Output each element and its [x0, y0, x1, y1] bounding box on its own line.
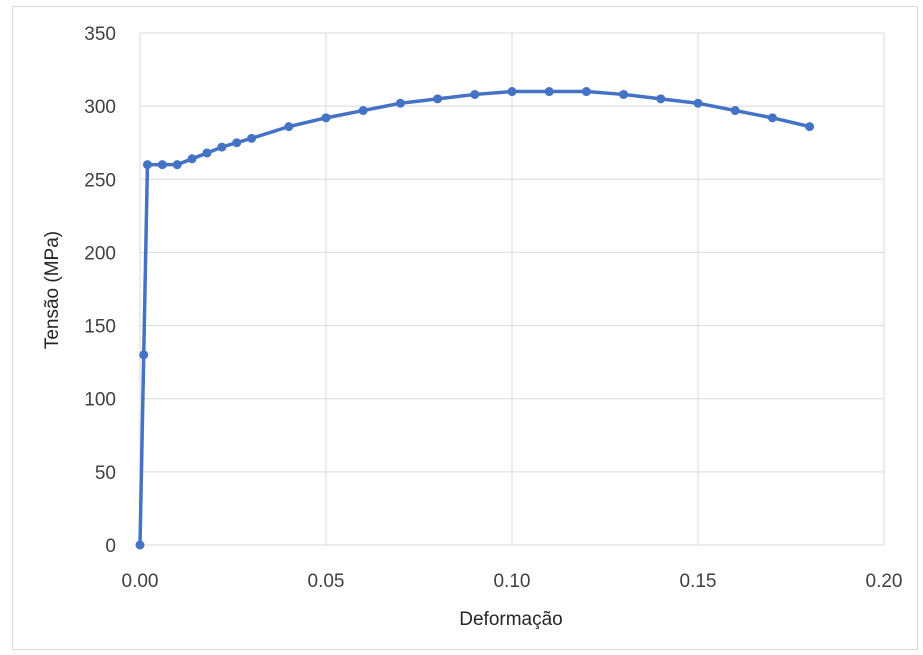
series-line	[138, 89, 812, 547]
y-tick-labels: 0 50 100 150 200 250 300 350	[84, 24, 116, 557]
data-point	[730, 106, 740, 116]
data-point	[157, 160, 167, 170]
series-layer	[135, 87, 815, 550]
data-point	[693, 98, 703, 108]
data-point	[187, 154, 197, 164]
y-axis-title: Tensão (MPa)	[42, 231, 63, 349]
data-point	[619, 89, 629, 99]
y-tick-label: 250	[84, 170, 116, 191]
data-point	[470, 89, 480, 99]
data-point	[321, 113, 331, 123]
data-point	[217, 142, 227, 152]
gridlines	[139, 32, 885, 546]
y-tick-label: 50	[95, 463, 116, 484]
data-point	[232, 138, 242, 148]
y-tick-label: 100	[84, 390, 116, 411]
chart-frame	[12, 6, 918, 650]
x-tick-labels: 0.00 0.05 0.10 0.15 0.20	[122, 571, 903, 592]
data-point	[202, 148, 212, 158]
data-point	[247, 133, 257, 143]
data-point	[767, 113, 777, 123]
data-point	[139, 350, 149, 360]
y-tick-label: 300	[84, 97, 116, 118]
x-tick-label: 0.20	[866, 571, 903, 592]
x-tick-label: 0.05	[308, 571, 345, 592]
data-point	[142, 160, 152, 170]
data-point	[656, 94, 666, 104]
data-point	[433, 94, 443, 104]
y-tick-label: 150	[84, 317, 116, 338]
y-tick-label: 350	[84, 24, 116, 45]
data-point	[358, 106, 368, 116]
data-point	[395, 98, 405, 108]
data-point	[581, 87, 591, 97]
x-tick-label: 0.00	[122, 571, 159, 592]
y-tick-label: 200	[84, 243, 116, 264]
x-tick-label: 0.10	[494, 571, 531, 592]
data-point	[172, 160, 182, 170]
data-point	[135, 540, 145, 550]
x-tick-label: 0.15	[680, 571, 717, 592]
data-point	[284, 122, 294, 132]
data-point	[805, 122, 815, 132]
data-point	[544, 87, 554, 97]
x-axis-title: Deformação	[459, 609, 563, 630]
data-point	[507, 87, 517, 97]
y-tick-label: 0	[105, 536, 116, 557]
